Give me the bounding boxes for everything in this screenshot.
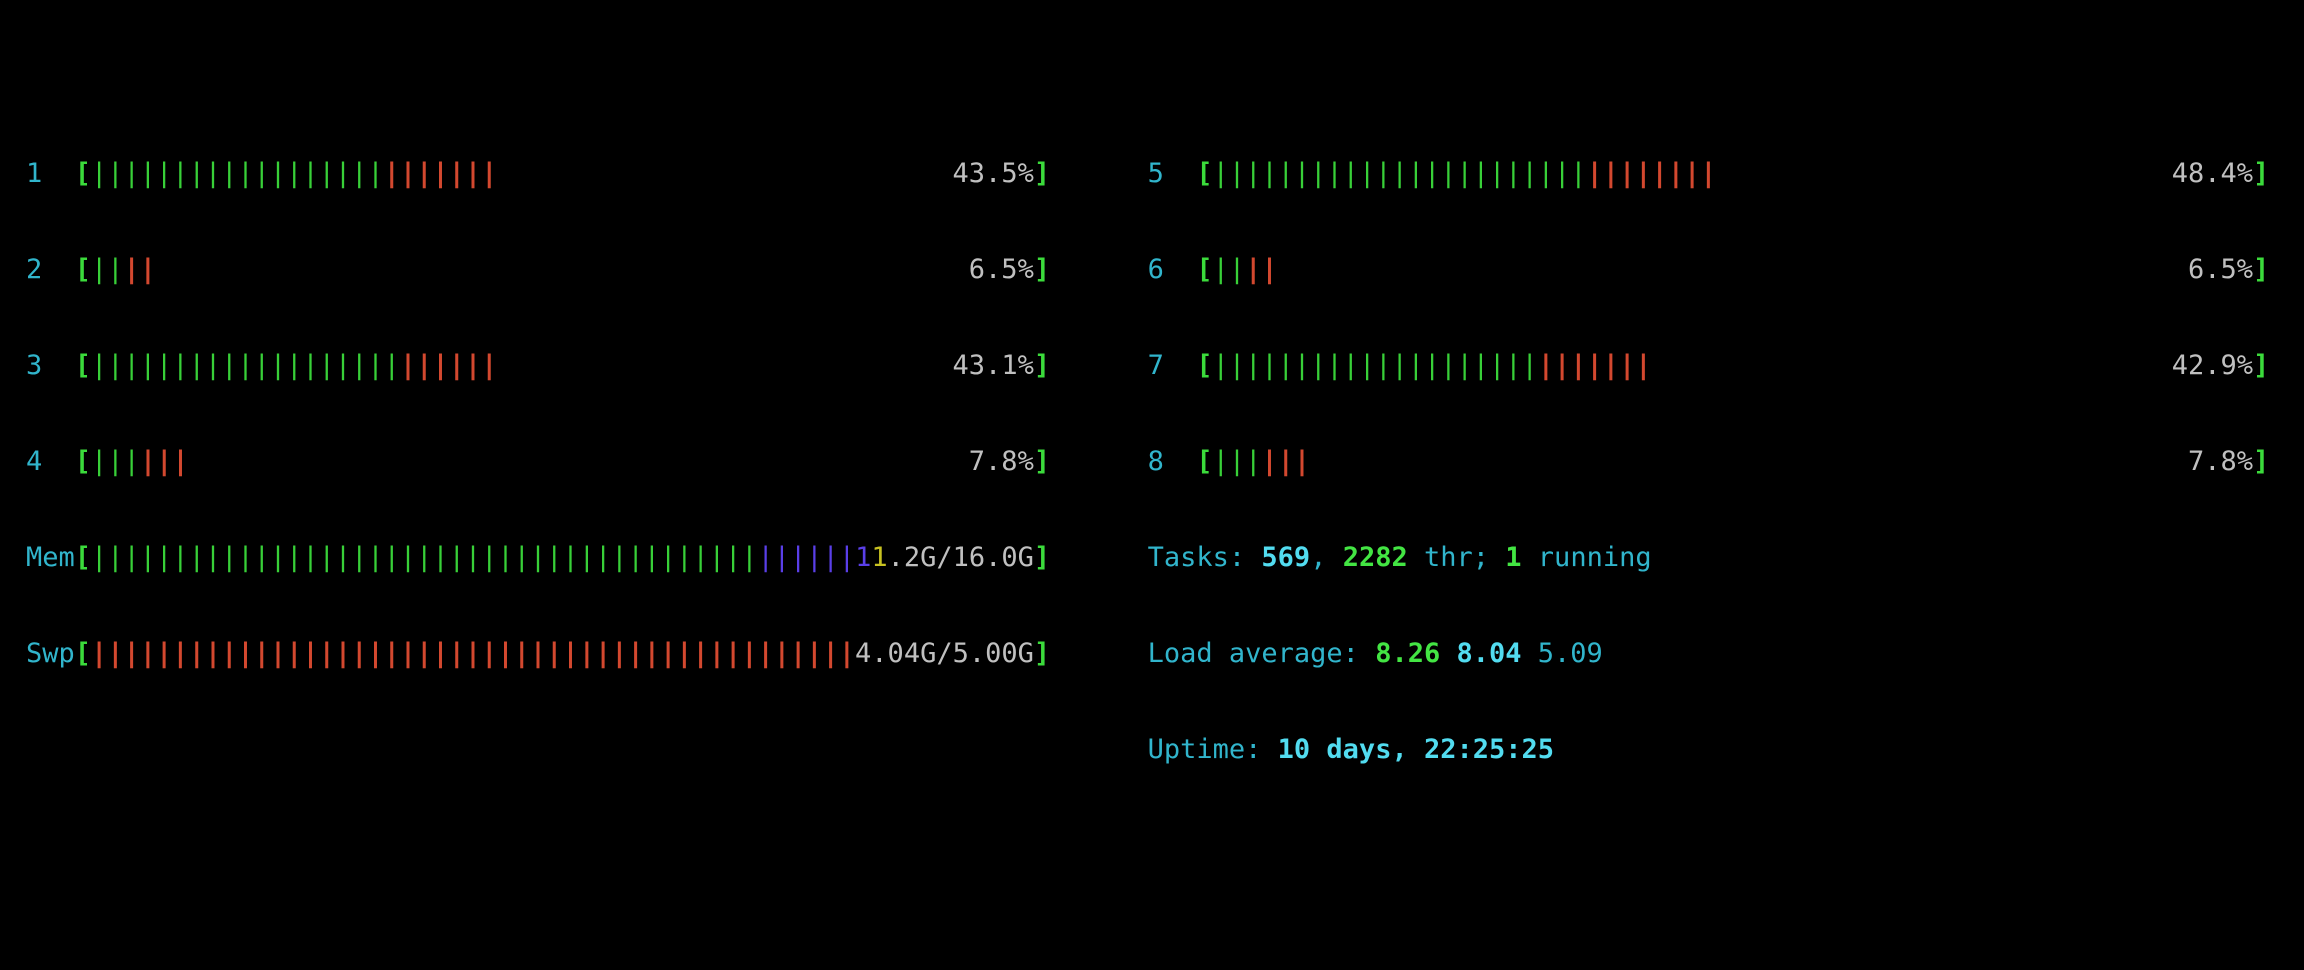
meter-value: 7.8% xyxy=(2187,446,2253,477)
stat-text: Uptime: xyxy=(1147,734,1278,765)
red-bar-segment: ||| xyxy=(1261,446,1311,477)
cpu7-label: 7 xyxy=(1147,350,1164,381)
cpu3-label: 3 xyxy=(26,350,43,381)
meter-spacer xyxy=(1652,350,2172,382)
meters-right-column: 5[||||||||||||||||||||||| |||||||| 48.4%] … xyxy=(1148,94,2270,830)
stat-text xyxy=(1522,638,1538,670)
stat-text: 569 xyxy=(1261,542,1311,573)
stat-text: 5.09 xyxy=(1537,638,1603,669)
cpu6-meter: 6[|| || 6.5%] xyxy=(1147,254,2270,286)
green-bar-segment: ||| xyxy=(91,446,140,477)
uptime-line: Uptime: 10 days, 22:25:25 xyxy=(1148,734,2270,766)
blank-line xyxy=(0,926,2304,966)
swap-label: Swp xyxy=(26,638,75,669)
red-bar-segment: ||| xyxy=(139,446,189,477)
red-bar-segment: || xyxy=(1245,254,1278,285)
cpu8-label: 8 xyxy=(1147,446,1164,477)
cpu2-label: 2 xyxy=(26,254,43,285)
green-bar-segment: ||||||||||||||||||||||||||||||||||||||||… xyxy=(91,542,758,573)
stat-text: Tasks: xyxy=(1147,542,1262,573)
blue-bar-segment: |||||| xyxy=(757,542,856,573)
swap-bar: ||||||||||||||||||||||||||||||||||||||||… xyxy=(91,638,1034,670)
cpu1-bar: |||||||||||||||||| ||||||| 43.5% xyxy=(91,158,1034,190)
cpu6-bar: || || 6.5% xyxy=(1213,254,2253,286)
meters-section: 1[|||||||||||||||||| ||||||| 43.5%] 2[|| ||… xyxy=(0,94,2304,830)
red-bar-segment: || xyxy=(123,254,157,285)
cpu4-meter: 4[||| ||| 7.8%] xyxy=(26,446,1051,478)
stat-text: 1 xyxy=(1505,542,1522,573)
memory-label: Mem xyxy=(26,542,75,573)
meter-value: 42.9% xyxy=(2171,350,2253,381)
stat-text: 2282 xyxy=(1342,542,1408,573)
green-bar-segment: ||| xyxy=(1212,446,1262,477)
meter-spacer xyxy=(497,158,952,190)
stat-text: 10 days, 22:25:25 xyxy=(1277,734,1554,765)
cpu8-bar: ||| ||| 7.8% xyxy=(1213,446,2253,478)
cpu1-meter: 1[|||||||||||||||||| ||||||| 43.5%] xyxy=(26,158,1051,190)
cpu3-bar: ||||||||||||||||||| |||||| 43.1% xyxy=(91,350,1034,382)
meter-spacer xyxy=(189,446,969,478)
meters-left-column: 1[|||||||||||||||||| ||||||| 43.5%] 2[|| ||… xyxy=(26,94,1050,830)
green-bar-segment: ||||||||||||||||||| xyxy=(91,350,400,381)
meter-value: 7.8% xyxy=(968,446,1034,477)
cpu4-label: 4 xyxy=(26,446,43,477)
meter-value: 1 xyxy=(871,542,888,573)
cpu5-label: 5 xyxy=(1147,158,1164,189)
cpu1-label: 1 xyxy=(26,158,43,189)
memory-bar: ||||||||||||||||||||||||||||||||||||||||… xyxy=(91,542,1034,574)
green-bar-segment: ||||||||||||||||||||||| xyxy=(1212,158,1587,189)
meter-value: 4.04G/5.00G xyxy=(855,638,1034,669)
meter-value: 1 xyxy=(855,542,872,573)
meter-value: 48.4% xyxy=(2171,158,2253,189)
meter-value: 6.5% xyxy=(2187,254,2253,285)
cpu2-meter: 2[|| || 6.5%] xyxy=(26,254,1051,286)
cpu4-bar: ||| ||| 7.8% xyxy=(91,446,1034,478)
swap-meter: Swp[||||||||||||||||||||||||||||||||||||… xyxy=(26,638,1051,670)
cpu2-bar: || || 6.5% xyxy=(91,254,1034,286)
stat-text: 8.04 xyxy=(1456,638,1522,669)
green-bar-segment: |||||||||||||||||||| xyxy=(1212,350,1538,381)
stat-text: , xyxy=(1310,542,1343,573)
cpu8-meter: 8[||| ||| 7.8%] xyxy=(1147,446,2270,478)
green-bar-segment: || xyxy=(91,254,124,285)
red-bar-segment: ||||||| xyxy=(383,158,498,189)
stat-text: Load average: xyxy=(1147,638,1376,669)
load-average-line: Load average: 8.26 8.04 5.09 xyxy=(1148,638,2270,670)
cpu7-bar: |||||||||||||||||||| ||||||| 42.9% xyxy=(1213,350,2253,382)
meter-spacer xyxy=(1717,158,2172,190)
red-bar-segment: |||||||| xyxy=(1586,158,1717,189)
meter-value: 43.5% xyxy=(952,158,1034,189)
green-bar-segment: || xyxy=(1212,254,1246,285)
meter-value: 6.5% xyxy=(968,254,1034,285)
green-bar-segment: |||||||||||||||||| xyxy=(91,158,384,189)
stat-text: thr; xyxy=(1407,542,1506,573)
meter-spacer xyxy=(1278,254,2188,286)
red-bar-segment: ||||||||||||||||||||||||||||||||||||||||… xyxy=(91,638,856,669)
meter-spacer xyxy=(497,350,952,382)
cpu3-meter: 3[||||||||||||||||||| |||||| 43.1%] xyxy=(26,350,1051,382)
meter-value: 43.1% xyxy=(952,350,1034,381)
meter-spacer xyxy=(1310,446,2188,478)
meter-spacer xyxy=(156,254,969,286)
red-bar-segment: |||||| xyxy=(399,350,498,381)
cpu5-bar: ||||||||||||||||||||||| |||||||| 48.4% xyxy=(1213,158,2253,190)
cpu5-meter: 5[||||||||||||||||||||||| |||||||| 48.4%] xyxy=(1147,158,2270,190)
memory-meter: Mem[||||||||||||||||||||||||||||||||||||… xyxy=(26,542,1051,574)
meter-value: .2G/16.0G xyxy=(887,542,1034,573)
stat-text: 8.26 xyxy=(1375,638,1441,669)
tasks-line: Tasks: 569, 2282 thr; 1 running xyxy=(1148,542,2270,574)
red-bar-segment: ||||||| xyxy=(1537,350,1652,381)
cpu6-label: 6 xyxy=(1147,254,1164,285)
stat-text: running xyxy=(1521,542,1652,573)
cpu7-meter: 7[|||||||||||||||||||| ||||||| 42.9%] xyxy=(1147,350,2270,382)
stat-text xyxy=(1440,638,1456,670)
